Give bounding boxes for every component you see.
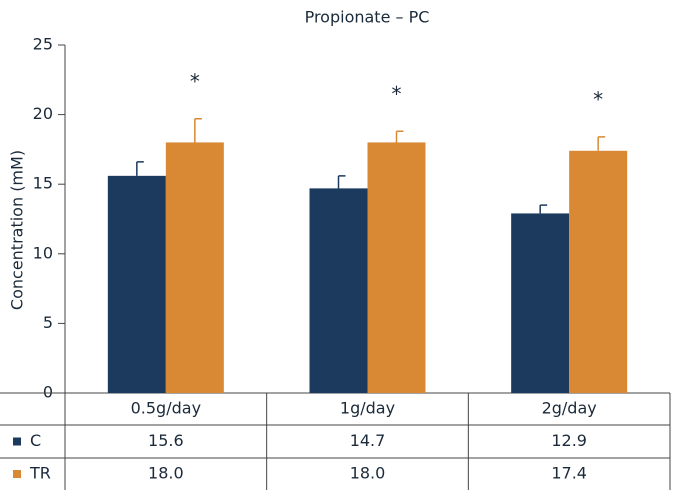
significance-marker: * (190, 69, 200, 93)
error-bar (337, 175, 346, 189)
y-tick-label: 25 (33, 35, 53, 54)
table-value: 17.4 (551, 464, 587, 483)
bar (309, 188, 368, 393)
bar (165, 142, 224, 393)
legend-label: TR (29, 464, 51, 483)
x-tick-label: 1g/day (340, 399, 395, 418)
error-bar (136, 161, 144, 176)
y-tick-label: 5 (43, 313, 53, 332)
chart-title: Propionate – PC (305, 8, 430, 27)
table-value: 14.7 (350, 431, 386, 450)
y-tick-label: 10 (33, 243, 53, 262)
y-tick-label: 20 (33, 104, 53, 123)
error-bar (539, 204, 548, 214)
bar (511, 213, 570, 393)
legend-swatch (13, 437, 21, 446)
bar (107, 175, 166, 393)
legend-swatch (13, 470, 21, 478)
significance-marker: * (392, 82, 402, 106)
error-bar (395, 130, 404, 143)
table-value: 18.0 (350, 464, 386, 483)
y-axis-label: Concentration (mM) (8, 150, 27, 310)
legend-label: C (30, 431, 41, 450)
bar (569, 150, 628, 393)
bar (367, 142, 426, 393)
table-value: 18.0 (148, 464, 184, 483)
error-bar (194, 118, 202, 143)
table-value: 15.6 (148, 431, 184, 450)
y-tick-label: 0 (43, 383, 53, 402)
x-tick-label: 0.5g/day (131, 399, 201, 418)
x-tick-label: 2g/day (542, 399, 597, 418)
error-bar (597, 136, 606, 151)
table-value: 12.9 (551, 431, 587, 450)
significance-marker: * (593, 87, 603, 111)
y-tick-label: 15 (33, 174, 53, 193)
